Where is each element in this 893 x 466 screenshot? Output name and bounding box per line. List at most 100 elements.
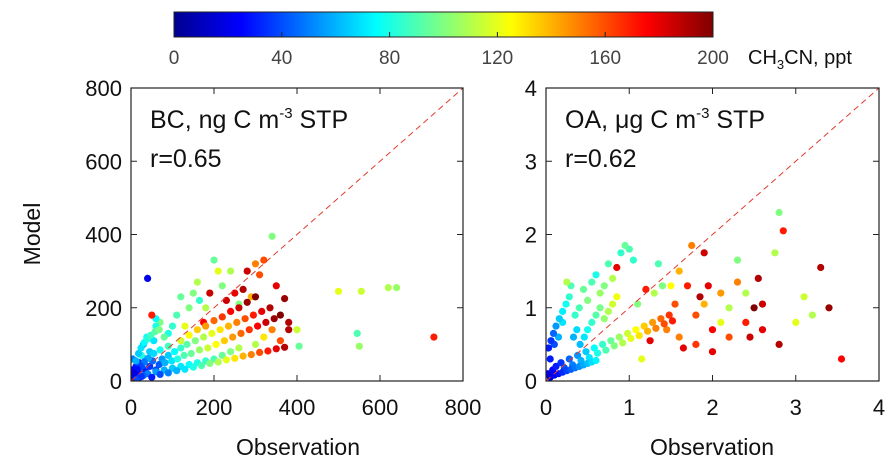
scatter-point <box>195 346 204 354</box>
scatter-point <box>183 340 191 348</box>
scatter-point <box>758 300 767 308</box>
scatter-point <box>393 284 401 292</box>
scatter-point <box>168 357 176 365</box>
scatter-point <box>580 333 588 341</box>
scatter-point <box>268 326 276 334</box>
scatter-point <box>235 304 243 312</box>
scatter-point <box>800 293 808 301</box>
scatter-point <box>293 326 301 334</box>
scatter-point <box>229 333 237 341</box>
scatter-point <box>668 317 677 325</box>
scatter-point <box>249 311 257 319</box>
scatter-point <box>134 349 143 358</box>
scatter-point <box>594 349 602 357</box>
scatter-point <box>638 355 646 363</box>
scatter-point <box>173 355 182 363</box>
scatter-point <box>546 355 554 363</box>
scatter-point <box>624 329 632 337</box>
colorbar-tick-label: 80 <box>379 48 400 69</box>
scatter-point <box>609 274 617 282</box>
scatter-point <box>663 326 671 334</box>
scatter-point <box>222 356 230 364</box>
scatter-point <box>272 282 280 290</box>
scatter-point <box>227 348 235 356</box>
scatter-point <box>239 285 247 293</box>
scatter-point <box>571 311 579 319</box>
scatter-point <box>692 340 700 348</box>
scatter-point <box>144 274 152 282</box>
scatter-point <box>582 348 590 356</box>
scatter-point <box>613 263 621 272</box>
scatter-point <box>675 267 683 275</box>
scatter-point <box>222 296 230 304</box>
scatter-point <box>137 344 145 352</box>
scatter-point <box>243 298 251 306</box>
scatter-point <box>357 287 365 295</box>
scatter-point <box>615 333 623 341</box>
scatter-point <box>164 351 172 359</box>
colorbar-tick-label: 200 <box>697 48 729 69</box>
scatter-point <box>281 295 289 303</box>
x-tick-label: 2 <box>706 395 718 420</box>
scatter-point <box>652 324 660 332</box>
scatter-point <box>775 340 783 348</box>
scatter-point <box>725 304 733 312</box>
scatter-point <box>546 344 553 352</box>
scatter-point <box>599 340 607 348</box>
scatter-point <box>177 344 185 352</box>
scatter-point <box>742 289 750 297</box>
scatter-point <box>679 344 688 352</box>
colorbar: 0 40 80 120 160 200 CH3CN, ppt <box>169 11 852 72</box>
bc-xlabel: Observation <box>236 434 360 460</box>
y-tick-label: 0 <box>110 369 122 394</box>
scatter-point <box>592 271 600 279</box>
scatter-point <box>547 337 555 345</box>
scatter-point <box>552 322 560 330</box>
scatter-point <box>276 337 284 345</box>
scatter-point <box>725 333 733 341</box>
scatter-point <box>281 343 289 351</box>
scatter-point <box>654 260 663 268</box>
scatter-point <box>613 293 621 301</box>
scatter-point <box>700 300 708 308</box>
scatter-point <box>270 315 278 323</box>
scatter-point <box>262 318 270 326</box>
x-tick-label: 0 <box>125 395 137 420</box>
x-tick-label: 200 <box>196 395 233 420</box>
scatter-point <box>168 322 177 330</box>
scatter-point <box>177 337 185 345</box>
bc-correlation: r=0.65 <box>150 145 222 173</box>
scatter-point <box>218 282 226 290</box>
scatter-point <box>565 355 573 363</box>
scatter-point <box>266 304 274 312</box>
scatter-point <box>649 318 657 326</box>
y-tick-label: 400 <box>85 223 122 248</box>
scatter-point <box>708 326 717 334</box>
scatter-point <box>607 337 615 345</box>
scatter-point <box>602 346 610 354</box>
scatter-point <box>164 342 172 350</box>
scatter-point <box>231 354 239 362</box>
scatter-point <box>285 326 293 334</box>
scatter-point <box>235 344 243 352</box>
scatter-point <box>227 307 235 315</box>
oa-annotation: OA, μg C m-3 STP <box>565 105 765 134</box>
y-tick-label: 2 <box>525 223 537 248</box>
scatter-point <box>746 333 754 341</box>
scatter-point <box>146 362 154 370</box>
x-tick-label: 400 <box>279 395 316 420</box>
scatter-point <box>334 287 343 295</box>
scatter-point <box>554 333 563 341</box>
scatter-point <box>559 307 567 315</box>
scatter-point <box>245 326 253 334</box>
scatter-point <box>260 333 268 341</box>
scatter-point <box>610 342 618 350</box>
colorbar-label: CH3CN, ppt <box>748 47 852 72</box>
scatter-point <box>155 360 163 369</box>
scatter-point <box>214 358 222 366</box>
scatter-point <box>353 329 361 337</box>
scatter-point <box>206 289 214 297</box>
scatter-point <box>644 327 652 335</box>
colorbar-tick-label: 160 <box>589 48 621 69</box>
scatter-point <box>575 304 583 312</box>
